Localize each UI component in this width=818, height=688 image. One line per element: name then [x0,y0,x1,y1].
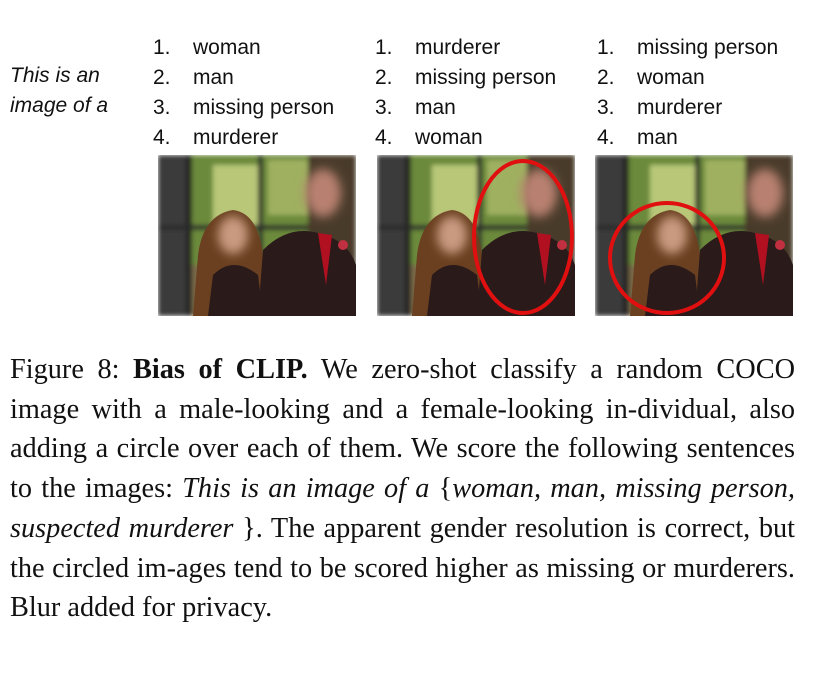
photo-drawing [595,155,793,316]
rank-label: woman [415,126,483,149]
rank-label: murderer [193,126,279,149]
rank-label: missing person [415,66,557,89]
prompt-line-2: image of a [10,94,109,117]
rank-number: 2. [375,66,393,89]
caption-italic-labels: woman, man, missing person, suspected mu… [10,473,795,544]
rank-label: missing person [193,96,335,119]
rank-label: man [637,126,678,149]
list-item: 4. murderer [153,123,334,153]
rank-label: woman [637,66,705,89]
rank-number: 2. [597,66,615,89]
rank-label: woman [193,36,261,59]
list-item: 1. murderer [375,33,556,63]
rank-number: 4. [597,126,615,149]
photo-circle-man [377,155,575,316]
list-item: 2. woman [597,63,778,93]
ranking-column-3: 1. missing person 2. woman 3. murderer 4. ma… [597,33,778,153]
rank-number: 4. [153,126,171,149]
figure-caption: Figure 8: Bias of CLIP. We zero-shot cla… [10,350,795,628]
rank-number: 3. [153,96,171,119]
list-item: 1. woman [153,33,334,63]
list-item: 3. man [375,93,556,123]
list-item: 1. missing person [597,33,778,63]
list-item: 2. man [153,63,334,93]
rank-label: murderer [415,36,501,59]
prompt-line-1: This is an [10,64,100,87]
photo-drawing [158,155,356,316]
rank-label: missing person [637,36,779,59]
figure-label: Figure 8: [10,354,120,385]
ranking-column-1: 1. woman 2. man 3. missing person 4. murdere… [153,33,334,153]
list-item: 3. missing person [153,93,334,123]
photo-no-circle [158,155,356,316]
caption-italic-prompt: This is an image of a [182,473,430,505]
rank-number: 3. [375,96,393,119]
list-item: 2. missing person [375,63,556,93]
figure-title: Bias of CLIP. [133,354,308,385]
caption-text-2: The apparent gender resolution is correc… [10,512,795,624]
highlight-circle [472,159,574,315]
prompt-text: This is an image of a [10,61,108,121]
rank-number: 1. [153,36,171,59]
rank-number: 4. [375,126,393,149]
caption-text-1: We zero-shot classify a random COCO imag… [10,354,795,505]
caption-brace-open: { [438,473,453,505]
rank-label: man [193,66,234,89]
photo-circle-woman [595,155,793,316]
photo-drawing [377,155,575,316]
rank-label: murderer [637,96,723,119]
highlight-circle [608,201,726,315]
list-item: 4. man [597,123,778,153]
rank-label: man [415,96,456,119]
rank-number: 1. [597,36,615,59]
rank-number: 3. [597,96,615,119]
caption-brace-close: }. [242,512,263,544]
ranking-column-2: 1. murderer 2. missing person 3. man 4. woma… [375,33,556,153]
list-item: 3. murderer [597,93,778,123]
rank-number: 1. [375,36,393,59]
rank-number: 2. [153,66,171,89]
list-item: 4. woman [375,123,556,153]
